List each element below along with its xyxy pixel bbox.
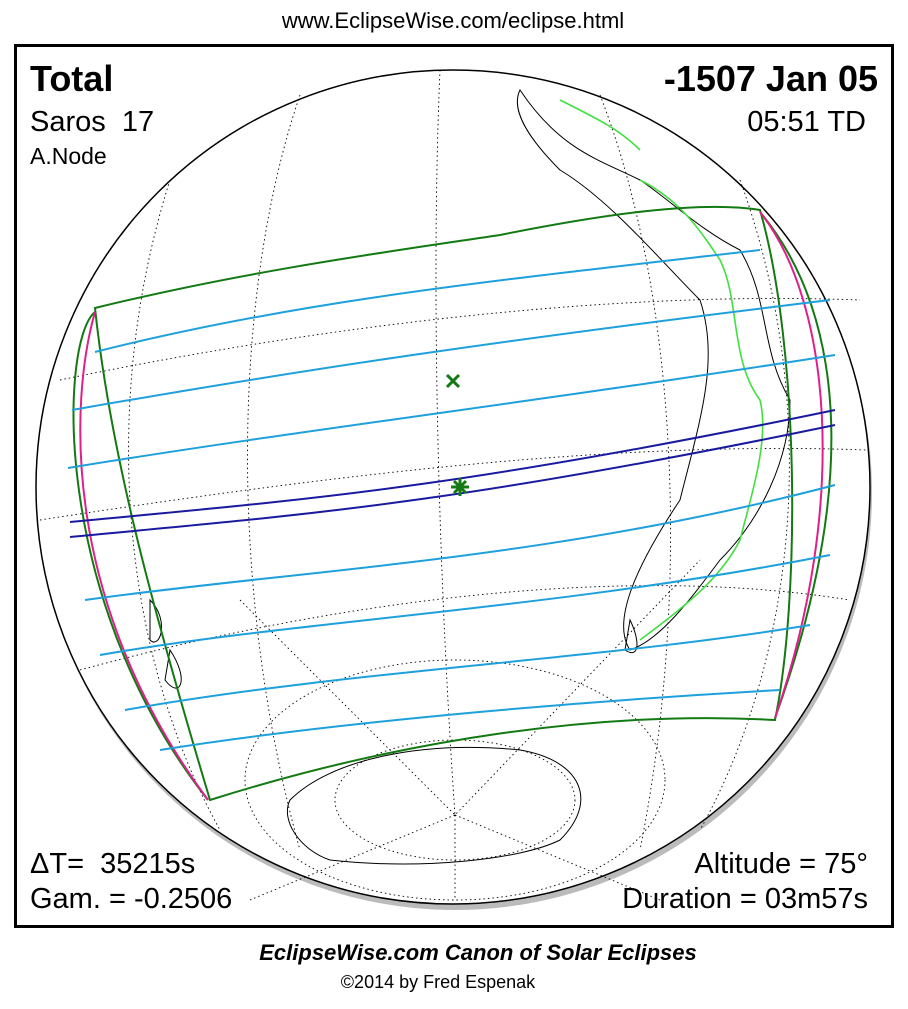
- footer-credit: ©2014 by Fred Espenak: [341, 972, 536, 992]
- altitude: Altitude = 75°: [694, 848, 868, 880]
- header-url: www.EclipseWise.com/eclipse.html: [281, 8, 624, 33]
- delta-t: ΔT= 35215s: [30, 848, 195, 880]
- gamma: Gam. = -0.2506: [30, 883, 232, 915]
- eclipse-type: Total: [30, 58, 113, 99]
- footer-title: EclipseWise.com Canon of Solar Eclipses: [259, 940, 697, 965]
- duration: Duration = 03m57s: [622, 883, 868, 915]
- globe: [35, 69, 872, 910]
- eclipse-date: -1507 Jan 05: [664, 58, 878, 99]
- node: A.Node: [30, 143, 107, 169]
- time: 05:51 TD: [747, 106, 866, 138]
- saros: Saros 17: [30, 106, 154, 138]
